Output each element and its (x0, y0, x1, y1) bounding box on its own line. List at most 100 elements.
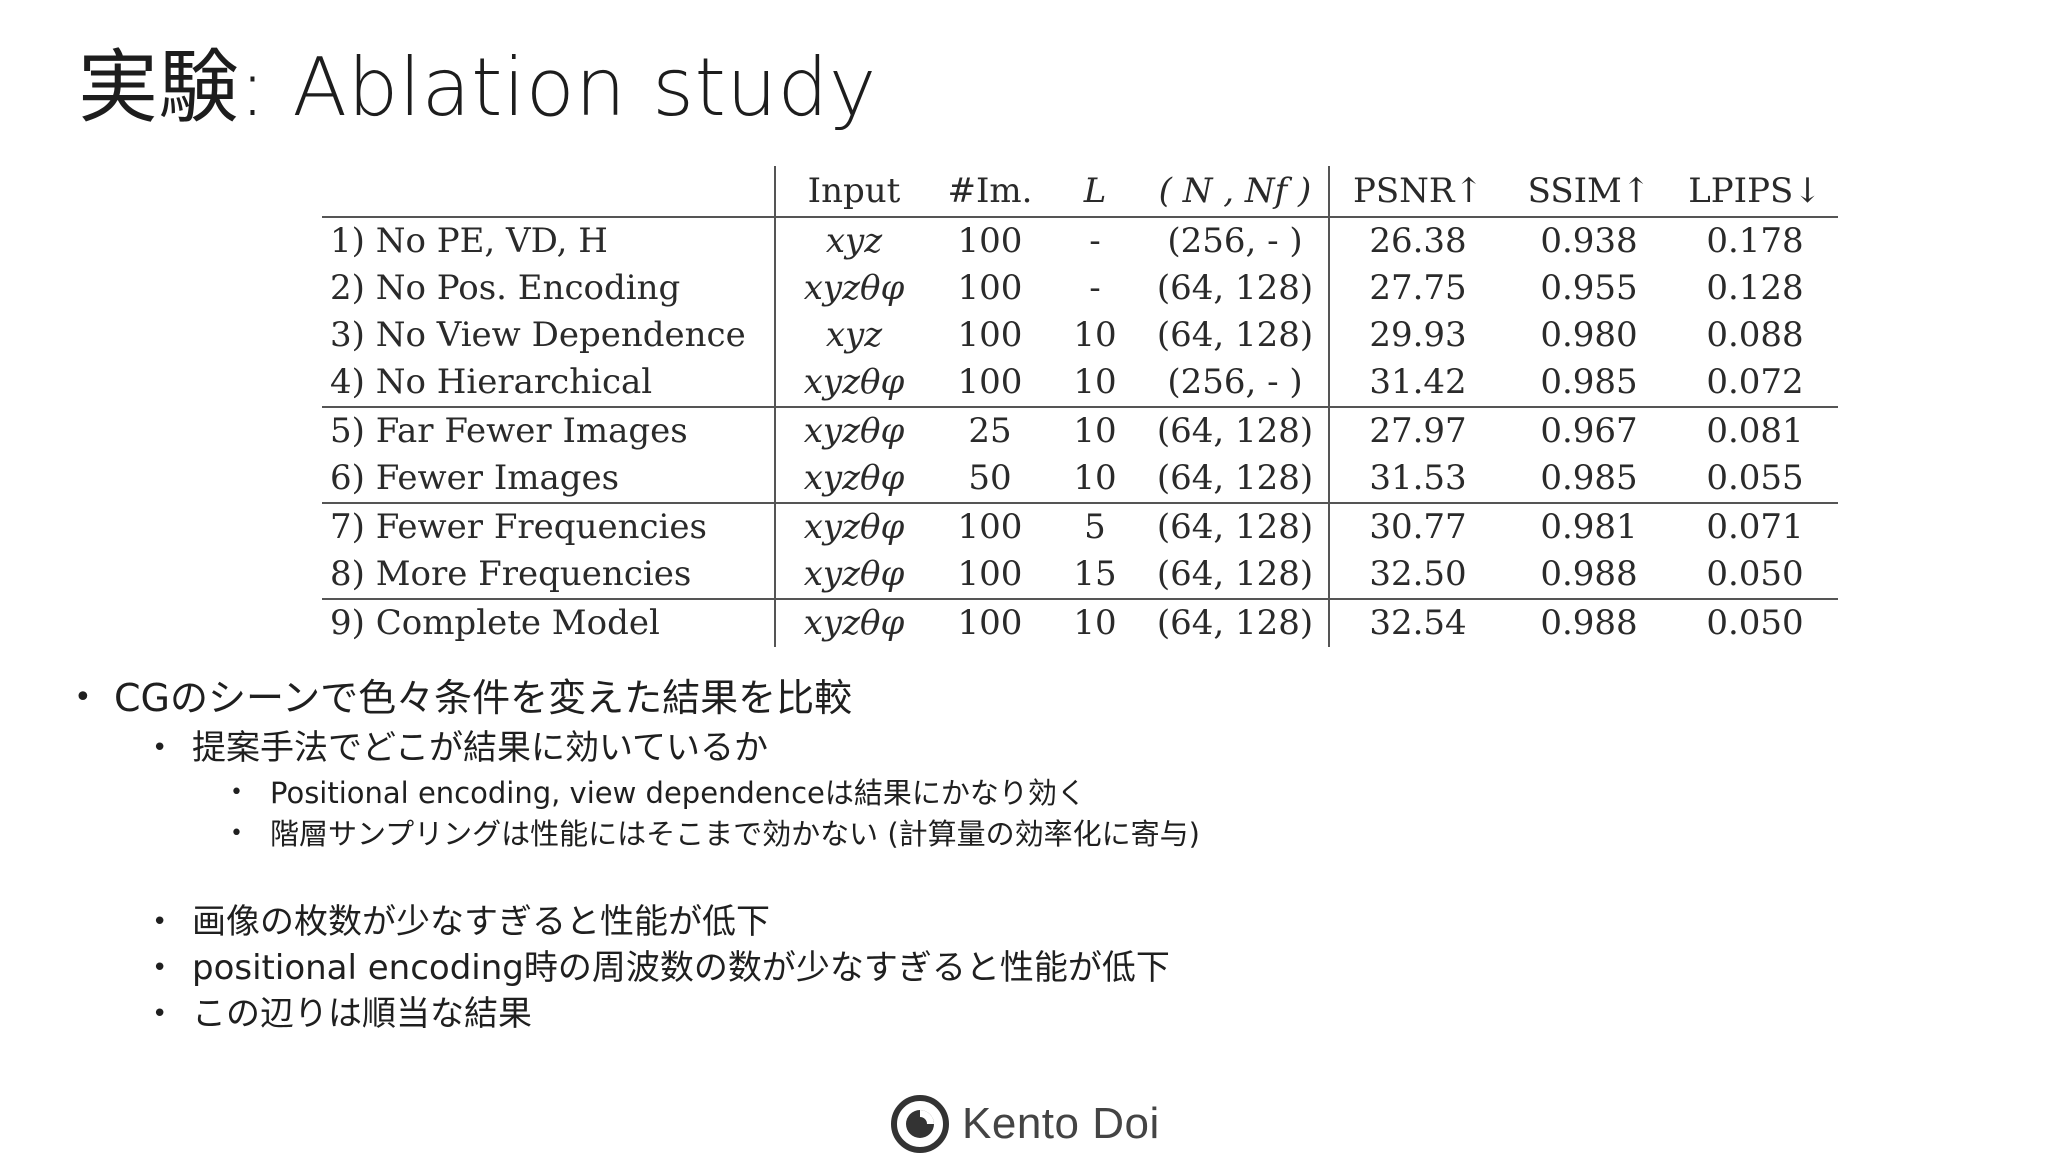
bullet-marker: • (230, 821, 243, 846)
row-input: xyzθφ (775, 406, 932, 455)
table-row: 2) No Pos. Encoding xyzθφ 100 - (64, 128… (322, 265, 1838, 312)
row-lpips: 0.071 (1672, 502, 1838, 551)
row-input: xyzθφ (803, 554, 905, 594)
row-images: 100 (932, 502, 1048, 551)
bullet-text: positional encoding時の周波数の数が少なすぎると性能が低下 (192, 948, 1170, 988)
row-input: xyzθφ (803, 458, 905, 498)
row-psnr: 30.77 (1329, 502, 1506, 551)
bullet-text: 階層サンプリングは性能にはそこまで効かない (計算量の効率化に寄与) (270, 817, 1200, 851)
row-psnr: 32.54 (1329, 598, 1506, 647)
row-lpips: 0.128 (1706, 268, 1804, 308)
row-input: xyzθφ (803, 362, 905, 402)
row-psnr: 26.38 (1369, 221, 1467, 261)
bullet-marker: • (152, 733, 168, 763)
row-l: 10 (1073, 458, 1117, 498)
row-ssim: 0.981 (1506, 502, 1672, 551)
row-images: 100 (957, 362, 1023, 402)
header-psnr: PSNR↑ (1329, 166, 1506, 218)
table-row: 9) Complete Model xyzθφ 100 10 (64, 128)… (322, 598, 1838, 647)
bullet-marker: • (74, 680, 92, 715)
row-images: 100 (957, 221, 1023, 261)
row-input: xyz (825, 221, 883, 261)
row-lpips: 0.088 (1706, 315, 1804, 355)
bullet-text: CGのシーンで色々条件を変えた結果を比較 (114, 676, 853, 720)
ablation-table-container: Input #Im. L ( N , Nf ) PSNR↑ SSIM↑ LPIP… (322, 166, 1838, 647)
row-images: 25 (932, 406, 1048, 455)
table-row: 6) Fewer Images xyzθφ 50 10 (64, 128) 31… (322, 455, 1838, 503)
row-l: 10 (1073, 362, 1117, 402)
row-samples: (256, - ) (1142, 217, 1330, 265)
table-row: 5) Far Fewer Images xyzθφ 25 10 (64, 128… (322, 406, 1838, 455)
logo-text: Kento Doi (962, 1099, 1160, 1148)
table-row: 7) Fewer Frequencies xyzθφ 100 5 (64, 12… (322, 502, 1838, 551)
row-images: 100 (957, 554, 1023, 594)
row-samples: (64, 128) (1142, 265, 1330, 312)
row-images: 100 (957, 268, 1023, 308)
slide-title: 実験: Ablation study (78, 41, 877, 134)
table-row: 3) No View Dependence xyz 100 10 (64, 12… (322, 312, 1838, 359)
row-samples: (64, 128) (1142, 455, 1330, 503)
header-samples: ( N , Nf ) (1142, 166, 1330, 218)
row-lpips: 0.081 (1672, 406, 1838, 455)
header-l: L (1048, 166, 1142, 218)
bullet-marker: • (152, 953, 168, 983)
row-name: 6) Fewer Images (322, 455, 776, 503)
row-psnr: 27.97 (1329, 406, 1506, 455)
row-psnr: 27.75 (1369, 268, 1467, 308)
row-lpips: 0.050 (1672, 598, 1838, 647)
row-psnr: 32.50 (1369, 554, 1467, 594)
kento-doi-logo-icon (891, 1095, 949, 1153)
bullet-text: Positional encoding, view dependenceは結果に… (270, 776, 1086, 810)
ablation-table: Input #Im. L ( N , Nf ) PSNR↑ SSIM↑ LPIP… (322, 166, 1838, 647)
row-psnr: 29.93 (1369, 315, 1467, 355)
row-ssim: 0.985 (1540, 458, 1638, 498)
row-lpips: 0.050 (1706, 554, 1804, 594)
row-name: 9) Complete Model (322, 598, 776, 647)
row-lpips: 0.055 (1706, 458, 1804, 498)
row-input: xyz (825, 315, 883, 355)
bullet-marker: • (152, 907, 168, 937)
row-samples: (64, 128) (1142, 502, 1330, 551)
bullet-marker: • (230, 780, 243, 805)
row-l: 15 (1073, 554, 1117, 594)
row-input: xyzθφ (803, 268, 905, 308)
table-row: 8) More Frequencies xyzθφ 100 15 (64, 12… (322, 551, 1838, 599)
row-ssim: 0.938 (1540, 221, 1638, 261)
header-images: #Im. (932, 166, 1048, 218)
bullet-text: この辺りは順当な結果 (192, 994, 532, 1034)
row-name: 4) No Hierarchical (322, 359, 776, 407)
table-row: 1) No PE, VD, H xyz 100 - (256, - ) 26.3… (322, 217, 1838, 265)
table-row: 4) No Hierarchical xyzθφ 100 10 (256, - … (322, 359, 1838, 407)
row-images: 100 (932, 598, 1048, 647)
footer-logo: Kento Doi (890, 1092, 1160, 1156)
row-samples: (64, 128) (1142, 312, 1330, 359)
bullet-text: 画像の枚数が少なすぎると性能が低下 (192, 902, 770, 942)
header-input: Input (775, 166, 932, 218)
row-samples: (64, 128) (1142, 598, 1330, 647)
row-psnr: 31.42 (1369, 362, 1467, 402)
table-header-row: Input #Im. L ( N , Nf ) PSNR↑ SSIM↑ LPIP… (322, 166, 1838, 218)
bullet-marker: • (152, 999, 168, 1029)
row-name: 5) Far Fewer Images (322, 406, 776, 455)
row-ssim: 0.985 (1540, 362, 1638, 402)
row-ssim: 0.988 (1506, 598, 1672, 647)
row-images: 100 (957, 315, 1023, 355)
header-name (322, 166, 776, 218)
row-name: 8) More Frequencies (322, 551, 776, 599)
row-name: 7) Fewer Frequencies (322, 502, 776, 551)
row-l: 10 (1048, 406, 1142, 455)
bullet-text: 提案手法でどこが結果に効いているか (192, 728, 768, 768)
row-ssim: 0.980 (1540, 315, 1638, 355)
row-samples: (256, - ) (1142, 359, 1330, 407)
row-input: xyzθφ (775, 502, 932, 551)
row-ssim: 0.955 (1540, 268, 1638, 308)
row-lpips: 0.178 (1706, 221, 1804, 261)
row-name: 2) No Pos. Encoding (322, 265, 776, 312)
row-psnr: 31.53 (1369, 458, 1467, 498)
row-name: 1) No PE, VD, H (322, 217, 776, 265)
row-l: 10 (1073, 315, 1117, 355)
row-samples: (64, 128) (1142, 551, 1330, 599)
header-ssim: SSIM↑ (1506, 166, 1672, 218)
row-l: - (1089, 268, 1101, 308)
row-ssim: 0.988 (1540, 554, 1638, 594)
